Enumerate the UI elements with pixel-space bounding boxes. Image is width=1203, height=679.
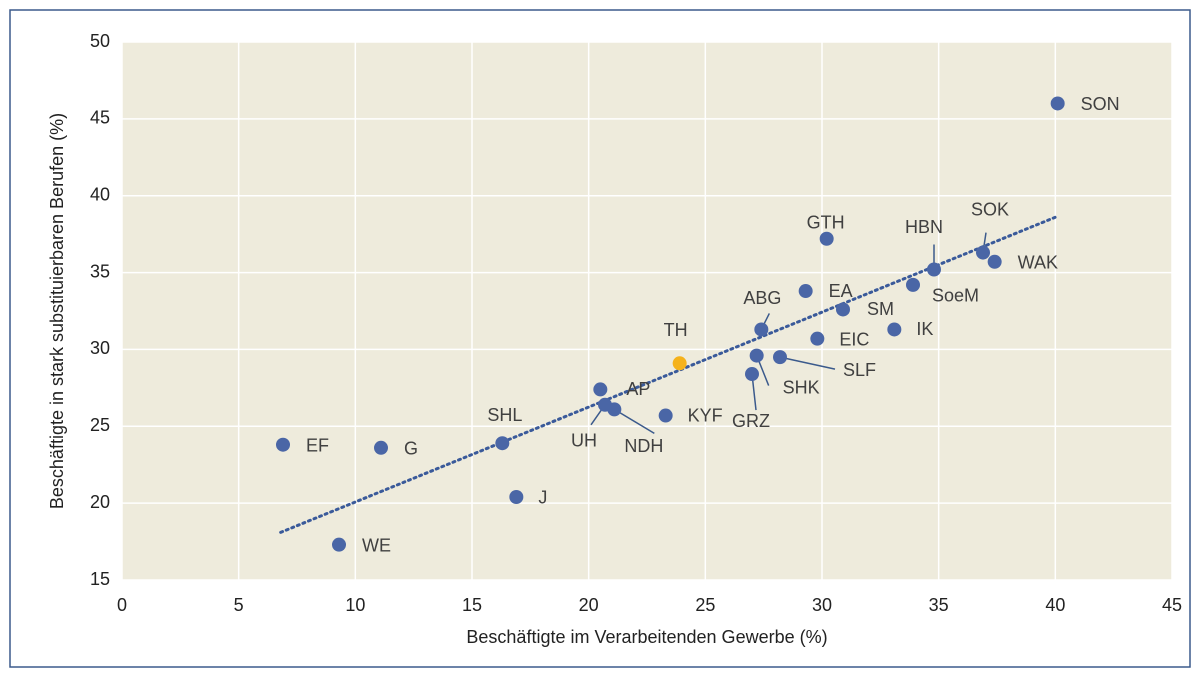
plot-area: [122, 42, 1172, 580]
point-label: WAK: [1018, 253, 1058, 273]
leader-line: [779, 356, 836, 370]
y-tick-label: 30: [90, 338, 110, 358]
leader-line: [613, 408, 655, 435]
point-label: SLF: [843, 360, 876, 380]
point: [798, 284, 813, 299]
point-label: G: [404, 439, 418, 459]
y-tick-label: 45: [90, 108, 110, 128]
point: [906, 277, 920, 292]
point-label: IK: [916, 319, 933, 339]
point: [810, 331, 825, 346]
x-tick-label: 45: [1162, 595, 1182, 615]
y-tick-label: 25: [90, 415, 110, 435]
x-tick-label: 20: [579, 595, 599, 615]
point: [276, 437, 290, 452]
point: [593, 382, 608, 397]
x-tick-label: 35: [929, 595, 949, 615]
x-tick-label: 5: [234, 595, 244, 615]
point: [773, 350, 787, 365]
point: [374, 440, 388, 455]
point-label: NDH: [624, 436, 663, 456]
point-label: KYF: [688, 405, 723, 425]
point-label: SoeM: [932, 286, 979, 306]
point: [927, 262, 941, 277]
point: [672, 356, 687, 371]
point: [749, 348, 764, 363]
point-label: J: [538, 488, 547, 508]
x-tick-label: 0: [117, 595, 127, 615]
point: [836, 302, 850, 317]
point-label: AP: [626, 379, 650, 399]
point: [745, 367, 759, 382]
point-label: UH: [571, 431, 597, 451]
point-label: EF: [306, 435, 329, 455]
point-label: SHK: [783, 377, 820, 397]
point-label: EA: [829, 281, 853, 301]
point: [887, 322, 902, 337]
point-label: SON: [1081, 94, 1120, 114]
y-tick-label: 20: [90, 492, 110, 512]
point: [1050, 96, 1065, 111]
y-axis-label: Beschäftigte in stark substituierbaren B…: [47, 113, 67, 509]
point-label: SM: [867, 299, 894, 319]
x-tick-label: 30: [812, 595, 832, 615]
point: [495, 436, 510, 451]
point: [754, 322, 769, 337]
point-label: EIC: [839, 329, 869, 349]
point: [976, 245, 990, 260]
x-tick-label: 25: [695, 595, 715, 615]
point-label: ABG: [743, 288, 781, 308]
point: [987, 254, 1002, 269]
point: [509, 489, 524, 504]
point-label: HBN: [905, 217, 943, 237]
y-tick-label: 35: [90, 261, 110, 281]
point: [607, 402, 622, 417]
point: [819, 231, 834, 246]
point: [658, 408, 673, 423]
point-label: SHL: [487, 405, 522, 425]
point-label: WE: [362, 535, 391, 555]
point-label: TH: [664, 320, 688, 340]
x-tick-label: 40: [1045, 595, 1065, 615]
trendline: [279, 215, 1057, 534]
point-label: SOK: [971, 199, 1009, 219]
point: [332, 537, 346, 552]
x-tick-label: 10: [345, 595, 365, 615]
x-axis-label: Beschäftigte im Verarbeitenden Gewerbe (…: [466, 627, 827, 647]
x-tick-label: 15: [462, 595, 482, 615]
point-label: GRZ: [732, 411, 770, 431]
y-tick-label: 40: [90, 184, 110, 204]
y-tick-label: 50: [90, 31, 110, 51]
y-tick-label: 15: [90, 569, 110, 589]
point-label: GTH: [807, 213, 845, 233]
